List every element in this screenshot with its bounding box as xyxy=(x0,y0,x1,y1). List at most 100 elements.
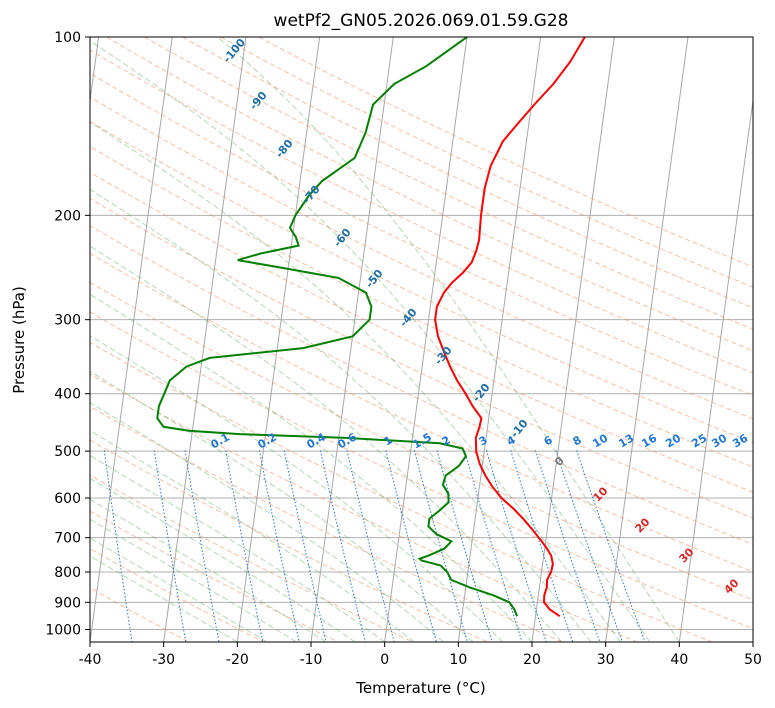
mixing-ratio-line xyxy=(555,450,623,642)
mixing-ratio-label: 13 xyxy=(616,432,636,451)
dry-adiabat-label: -30 xyxy=(432,344,455,368)
isotherm-line xyxy=(236,37,321,642)
mixing-ratio-line xyxy=(385,450,437,642)
x-axis-label: Temperature (°C) xyxy=(355,679,485,697)
y-tick-label: 200 xyxy=(54,208,81,224)
x-tick-label: 30 xyxy=(597,652,615,668)
dry-adiabat-line xyxy=(90,373,638,642)
dry-adiabat-label: -40 xyxy=(397,306,420,330)
y-tick-label: 600 xyxy=(54,491,81,507)
moist-adiabat-line xyxy=(90,188,592,642)
dry-adiabat-line xyxy=(90,171,753,493)
x-tick-label: -40 xyxy=(79,652,102,668)
isotherm-line xyxy=(90,37,173,642)
mixing-ratio-label: 10 xyxy=(590,431,610,450)
mixing-ratio-line xyxy=(103,450,133,642)
moist-adiabat-line xyxy=(90,537,268,642)
dry-adiabat-line xyxy=(106,37,753,352)
mixing-ratio-line xyxy=(184,450,220,642)
background-lines xyxy=(90,37,753,642)
series-layer xyxy=(156,37,586,618)
moist-adiabat-line xyxy=(90,245,562,642)
dry-adiabat-line xyxy=(90,311,753,630)
mixing-ratio-line xyxy=(225,450,264,642)
isotherm-line xyxy=(384,37,468,642)
dry-adiabat-line xyxy=(182,37,753,309)
profile-line xyxy=(156,37,519,617)
dry-adiabat-line xyxy=(90,49,753,374)
y-tick-label: 1000 xyxy=(45,622,81,638)
y-tick-label: 100 xyxy=(54,30,81,46)
plot-frame xyxy=(89,36,754,643)
chart-title: wetPf2_GN05.2026.069.01.59.G28 xyxy=(274,11,569,31)
y-tick-label: 300 xyxy=(54,313,81,329)
isotherm-line xyxy=(678,96,753,642)
isotherm-line xyxy=(752,638,753,642)
y-tick-label: 800 xyxy=(54,565,81,581)
dry-adiabat-line xyxy=(90,281,753,601)
y-tick-label: 500 xyxy=(54,444,81,460)
mixing-ratio-label: 6 xyxy=(542,433,555,448)
moist-adiabat-line xyxy=(90,518,297,642)
dry-adiabat-line xyxy=(90,439,488,642)
y-axis: 100 200 300 400 500 600 700 800 900 1000 xyxy=(45,30,90,638)
moist-adiabat-line xyxy=(90,402,444,642)
dry-adiabat-line xyxy=(90,253,753,573)
mixing-ratio-label: 1.5 xyxy=(411,430,434,451)
mixing-ratio-line xyxy=(346,450,395,642)
mixing-ratio-label: 20 xyxy=(663,431,683,450)
dry-adiabat-line xyxy=(90,72,753,397)
dry-adiabat-line xyxy=(90,198,753,519)
dry-adiabat-line xyxy=(90,225,753,546)
mixing-ratio-line xyxy=(319,450,366,642)
y-axis-label: Pressure (hPa) xyxy=(10,286,28,394)
x-tick-label: 10 xyxy=(449,652,467,668)
mixing-ratio-line xyxy=(576,450,646,642)
dry-adiabat-label: -60 xyxy=(331,226,354,250)
moist-adiabat-line xyxy=(90,555,238,642)
mixing-ratio-line xyxy=(153,450,187,642)
x-tick-label: -30 xyxy=(152,652,175,668)
mixing-ratio-label: 16 xyxy=(639,431,659,450)
profile-line xyxy=(434,37,586,618)
x-tick-label: -20 xyxy=(226,652,249,668)
x-tick-label: 50 xyxy=(744,652,762,668)
dry-adiabat-line xyxy=(90,548,264,642)
mixing-ratio-label: 3 xyxy=(477,433,490,448)
isotherm-line xyxy=(531,37,615,642)
dry-adiabat-line xyxy=(90,120,753,444)
isotherm-line xyxy=(90,37,100,105)
isotherm-line xyxy=(605,37,689,642)
mixing-ratio-line xyxy=(283,450,327,642)
y-tick-label: 900 xyxy=(54,595,81,611)
moist-adiabat-line xyxy=(90,335,503,642)
mixing-ratio-label: 0.2 xyxy=(256,430,279,451)
x-tick-label: 20 xyxy=(523,652,541,668)
moist-adiabat-line xyxy=(217,37,680,642)
moist-adiabat-line xyxy=(90,454,385,642)
dry-adiabat-line xyxy=(90,96,753,420)
moist-adiabat-line xyxy=(90,293,533,642)
moist-adiabat-label: 0 xyxy=(552,454,567,469)
isotherm-line xyxy=(163,37,247,642)
dry-adiabat-line xyxy=(90,145,753,468)
dry-adiabat-line xyxy=(258,37,753,268)
moist-adiabat-line xyxy=(90,121,621,642)
isotherm-line xyxy=(457,37,542,642)
mixing-ratio-line xyxy=(258,450,300,642)
dry-adiabat-label: -90 xyxy=(247,89,270,113)
moist-adiabat-label: 40 xyxy=(722,576,742,596)
x-tick-label: -10 xyxy=(300,652,323,668)
mixing-ratio-label: 30 xyxy=(709,431,729,450)
moist-adiabat-line xyxy=(90,477,356,642)
dry-adiabat-line xyxy=(90,405,563,642)
mixing-ratio-label: 0.4 xyxy=(305,430,329,451)
dry-adiabat-line xyxy=(144,37,753,330)
mixing-ratio-line xyxy=(510,450,574,642)
mixing-ratio-line xyxy=(534,450,601,642)
dry-adiabat-line xyxy=(90,341,712,642)
mixing-ratio-line xyxy=(413,450,468,642)
dry-adiabat-label: -20 xyxy=(470,381,493,405)
moist-adiabat-label: 20 xyxy=(633,515,653,535)
